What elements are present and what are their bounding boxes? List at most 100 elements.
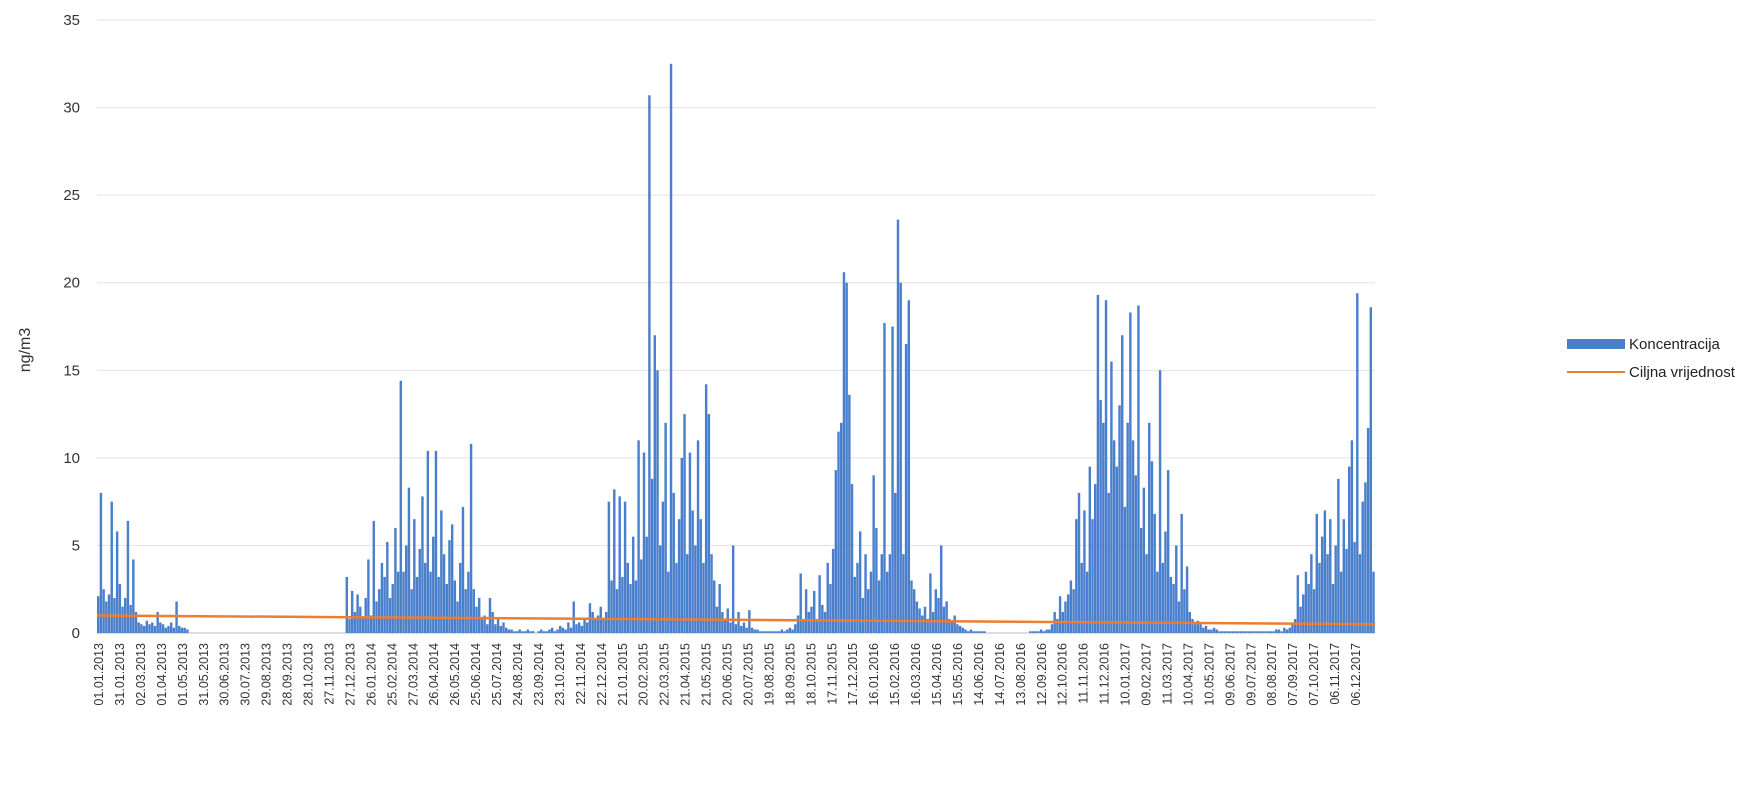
concentration-bar [602,618,605,633]
concentration-bar [405,545,408,633]
concentration-bar [494,624,497,633]
legend-bar-swatch [1567,339,1625,349]
concentration-bar [637,440,640,633]
concentration-bar [823,611,827,633]
concentration-bar [488,597,492,633]
concentration-bar [559,625,562,633]
concentration-bar [1345,548,1348,633]
concentration-bar [432,536,435,633]
concentration-bar [545,631,548,633]
concentration-bar [1123,506,1127,633]
concentration-bar [1226,631,1229,633]
concentration-bar [1180,513,1183,633]
concentration-bar [921,615,924,633]
legend-label-target: Ciljna vrijednost [1629,363,1735,381]
concentration-bar [434,450,438,633]
concentration-bar [869,571,873,633]
concentration-bar [686,554,689,633]
concentration-bar [1361,501,1364,633]
concentration-bar [680,457,684,633]
concentration-bar [1083,510,1086,633]
concentration-bar [486,624,489,633]
concentration-bar [742,622,746,633]
concentration-bar [415,576,419,633]
concentration-bar [650,478,654,633]
y-tick-label: 0 [72,625,80,642]
concentration-bar [1353,541,1356,633]
x-tick-label: 09.02.2017 [1140,643,1154,706]
concentration-bar [983,631,986,633]
x-tick-label: 28.09.2013 [281,643,295,706]
legend-item-concentration[interactable]: Koncentracija [1567,330,1745,358]
concentration-bar [923,606,927,633]
x-tick-label: 01.01.2013 [92,643,106,706]
y-tick-label: 30 [63,100,80,117]
concentration-bar [480,618,484,633]
concentration-bar [499,625,503,633]
concentration-bar [1096,294,1100,633]
concentration-bar [772,631,775,633]
x-tick-label: 10.04.2017 [1181,643,1195,706]
concentration-bar [418,548,421,633]
x-tick-label: 11.12.2016 [1098,643,1112,705]
x-tick-label: 27.11.2013 [323,643,337,705]
concentration-bar [350,590,354,633]
concentration-bar [777,631,781,633]
concentration-bar [105,601,108,633]
x-tick-label: 23.10.2014 [553,643,567,706]
concentration-bar [445,583,448,633]
concentration-bar [567,622,570,633]
x-tick-label: 09.06.2017 [1223,643,1237,706]
concentration-bar [872,475,875,633]
concentration-bar [180,627,184,633]
concentration-bar [818,575,821,633]
concentration-bar [1104,300,1108,633]
concentration-bar [1218,631,1221,633]
concentration-bar [826,562,829,633]
x-tick-label: 22.12.2014 [595,643,609,706]
concentration-bar [594,618,597,633]
concentration-bar [969,629,973,633]
concentration-bar [1264,631,1267,633]
concentration-bar [156,611,159,633]
x-tick-label: 22.03.2015 [658,643,672,706]
concentration-bar [537,631,540,633]
x-tick-label: 26.01.2014 [364,643,378,706]
concentration-bar [1156,571,1159,633]
concentration-bar [626,562,629,633]
concentration-bar [842,272,846,633]
concentration-bar [856,562,859,633]
concentration-bar [1177,601,1181,633]
x-tick-label: 25.06.2014 [469,643,483,706]
legend-item-target[interactable]: Ciljna vrijednost [1567,358,1745,386]
concentration-bar [750,627,754,633]
concentration-bar [961,627,965,633]
concentration-bar [134,611,138,633]
concentration-bar [850,484,854,633]
concentration-bar [640,559,643,633]
y-tick-label: 10 [63,450,80,467]
concentration-bar [629,583,632,633]
concentration-bar [883,323,886,633]
concentration-bar [1283,627,1286,633]
concentration-bar [542,631,546,633]
concentration-bar [1269,631,1273,633]
concentration-bar [1069,580,1073,633]
x-tick-label: 23.09.2014 [532,643,546,706]
legend-line-swatch [1567,371,1625,373]
concentration-bar [799,573,802,633]
concentration-bar [569,627,573,633]
concentration-bar [361,617,365,633]
concentration-bar [1307,583,1310,633]
concentration-bar [1183,589,1186,633]
concentration-bar [1193,624,1197,633]
concentration-bar [729,622,732,633]
x-tick-label: 30.06.2013 [218,643,232,706]
concentration-bar [821,604,824,633]
concentration-bar [1331,583,1335,633]
concentration-bar [653,335,657,633]
concentration-bar [1204,625,1208,633]
concentration-bar [618,496,621,633]
concentration-bar [696,440,700,633]
